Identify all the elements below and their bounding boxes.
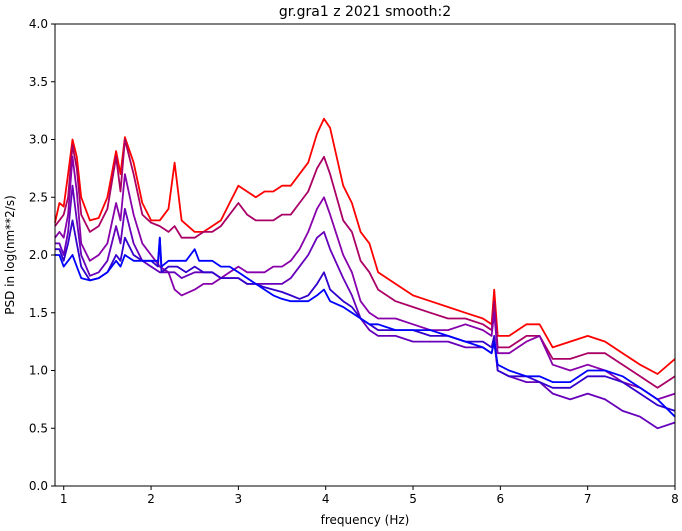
y-axis-label: PSD in log(nm**2/s)	[3, 195, 17, 315]
chart-title: gr.gra1 z 2021 smooth:2	[279, 4, 451, 20]
x-axis-label: frequency (Hz)	[321, 513, 410, 527]
y-tick-label: 0.5	[29, 421, 48, 435]
series-layer	[54, 117, 676, 430]
y-tick-label: 3.0	[29, 133, 48, 147]
x-tick-label: 3	[235, 492, 243, 506]
series-line-1	[54, 117, 676, 375]
series-line-2	[54, 138, 676, 389]
y-tick-label: 1.0	[29, 364, 48, 378]
x-tick-label: 7	[584, 492, 592, 506]
y-tick-label: 2.0	[29, 248, 48, 262]
series-line-6	[55, 236, 676, 418]
tick-layer: 1 2 3 4 5 6 7 8 0.0 0.5 1.0 1.5 2.0 2.5 3.0 3.5 4.0	[29, 17, 679, 506]
y-tick-label: 4.0	[29, 17, 48, 31]
y-tick-label: 3.5	[29, 75, 48, 89]
x-tick-label: 1	[60, 492, 68, 506]
y-tick-label: 1.5	[29, 306, 48, 320]
x-tick-label: 8	[671, 492, 679, 506]
x-tick-label: 6	[497, 492, 505, 506]
x-tick-label: 4	[322, 492, 330, 506]
series-line-3	[54, 155, 676, 401]
x-tick-label: 5	[409, 492, 417, 506]
series-line-5	[55, 219, 676, 412]
y-tick-label: 2.5	[29, 190, 48, 204]
plot-frame	[54, 23, 676, 487]
y-tick-label: 0.0	[29, 479, 48, 493]
x-tick-label: 2	[147, 492, 155, 506]
